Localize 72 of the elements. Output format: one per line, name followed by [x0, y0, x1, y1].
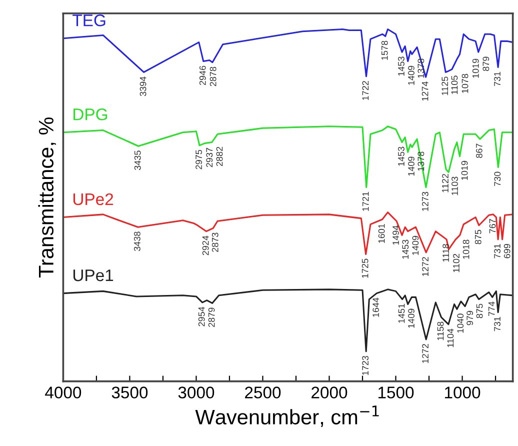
x-tick-label: 2000	[312, 386, 348, 398]
annotation: 2946	[199, 66, 206, 86]
annotation: 1722	[362, 81, 369, 100]
annotation: 1122	[442, 174, 448, 192]
annotation: 1103	[452, 176, 458, 196]
annotation: 2975	[196, 150, 202, 170]
x-tick-label: 3500	[112, 386, 148, 398]
annotation: 1409	[408, 66, 414, 85]
annotation: 1078	[462, 74, 468, 93]
annotation: 1453	[398, 56, 404, 76]
annotation: 731	[494, 244, 500, 258]
y-axis-title: Transmittance, %	[38, 117, 56, 278]
x-tick-label: 1000	[445, 386, 480, 398]
annotation: 2937	[206, 148, 213, 168]
annotation: 1102	[453, 254, 460, 272]
annotation: 1378	[418, 58, 424, 78]
x-tick-label: 4000	[45, 386, 82, 398]
annotation: 767	[489, 219, 496, 234]
annotation: 1105	[451, 76, 458, 94]
annotation: 731	[494, 316, 500, 332]
annotation: 1409	[408, 156, 414, 176]
annotation: 1158	[437, 322, 444, 340]
annotation: 1453	[402, 240, 409, 259]
x-axis-title: Wavenumber, cm$^{−1}$	[195, 406, 379, 427]
annotation: 774	[488, 302, 495, 316]
annotation: 2873	[212, 232, 218, 252]
x-tick-label: 3000	[178, 386, 214, 398]
annotation: 2878	[210, 66, 216, 86]
series-label: UPe1	[73, 270, 114, 282]
annotation: 1272	[422, 257, 428, 276]
x-tick-label: 1500	[378, 386, 414, 398]
annotation: 867	[476, 144, 482, 158]
annotation: 1118	[442, 244, 449, 262]
annotation: 1723	[362, 356, 369, 375]
annotation: 1601	[378, 224, 385, 243]
annotation: 875	[474, 230, 482, 244]
annotation: 1378	[418, 152, 424, 171]
annotation: 1019	[472, 58, 479, 78]
annotation: 1019	[461, 160, 468, 180]
annotation: 1104	[447, 328, 454, 348]
annotation: 979	[466, 310, 474, 326]
annotation: 730	[494, 172, 501, 186]
annotation: 1578	[381, 40, 388, 60]
annotation: 2924	[202, 236, 209, 256]
annotation: 1018	[462, 240, 470, 259]
annotation: 1272	[422, 344, 428, 363]
annotation: 2882	[216, 146, 223, 166]
series-label: DPG	[74, 108, 108, 120]
annotation: 1040	[457, 314, 464, 333]
annotation: 1453	[398, 146, 404, 166]
annotation: 3435	[134, 150, 141, 170]
annotation: 3394	[140, 76, 146, 96]
series-label: TEG	[72, 14, 106, 26]
annotation: 1274	[422, 82, 428, 101]
x-tick-label: 2500	[245, 386, 281, 398]
annotation: 731	[494, 72, 500, 86]
annotation: 1409	[412, 236, 419, 255]
annotation: 2954	[198, 306, 205, 326]
annotation: 1451	[398, 304, 405, 323]
annotation: 1725	[362, 258, 368, 278]
annotation: 879	[482, 56, 490, 71]
annotation: 875	[476, 304, 483, 318]
annotation: 1273	[422, 192, 428, 211]
annotation: 1409	[408, 308, 414, 328]
annotation: 1494	[392, 226, 399, 245]
annotation: 2879	[208, 308, 215, 327]
annotation: 1721	[362, 192, 369, 211]
annotation: 3438	[134, 232, 140, 252]
annotation: 1644	[372, 298, 380, 317]
annotation: 1125	[442, 76, 448, 96]
series-label: UPe2	[73, 193, 114, 206]
annotation: 699	[504, 244, 510, 258]
